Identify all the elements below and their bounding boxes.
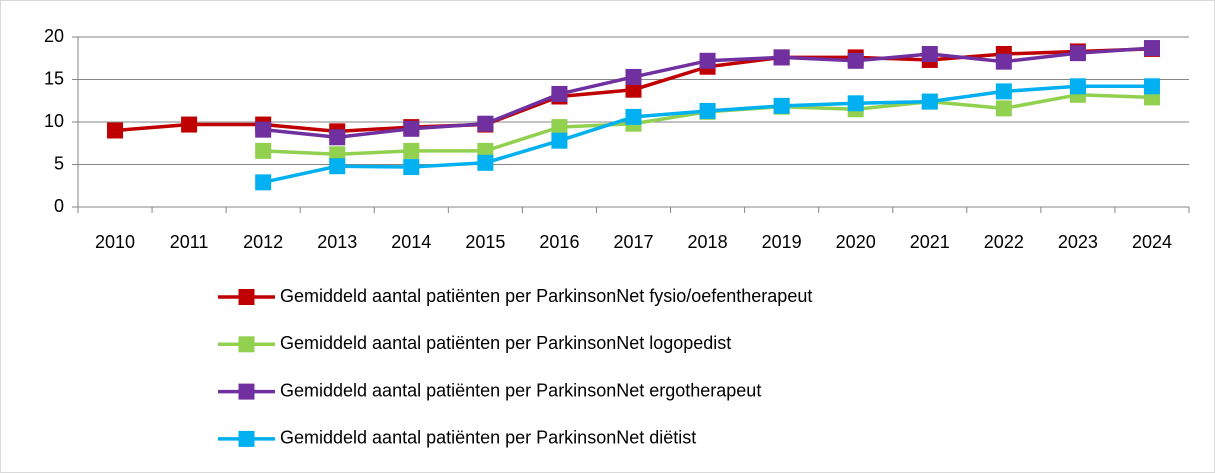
x-tick-label: 2018 xyxy=(688,232,728,252)
data-point xyxy=(403,142,420,159)
x-tick-label: 2023 xyxy=(1058,232,1098,252)
data-point xyxy=(995,100,1012,117)
x-tick-label: 2024 xyxy=(1132,232,1172,252)
data-point xyxy=(625,81,642,98)
legend-marker xyxy=(238,336,255,353)
data-point xyxy=(329,129,346,146)
data-point xyxy=(847,95,864,112)
data-point xyxy=(847,52,864,69)
y-tick-label: 15 xyxy=(44,68,64,88)
x-tick-label: 2019 xyxy=(762,232,802,252)
data-point xyxy=(255,142,272,159)
data-point xyxy=(477,115,494,132)
y-tick-label: 10 xyxy=(44,111,64,131)
legend-marker xyxy=(238,430,255,447)
data-point xyxy=(625,68,642,85)
x-tick-label: 2011 xyxy=(170,232,209,252)
data-point xyxy=(107,122,124,139)
data-point xyxy=(329,158,346,175)
legend-label: Gemiddeld aantal patiënten per Parkinson… xyxy=(280,428,696,448)
x-tick-label: 2013 xyxy=(317,232,357,252)
data-point xyxy=(1069,45,1086,62)
data-point xyxy=(551,119,568,136)
data-point xyxy=(403,120,420,137)
data-point xyxy=(995,83,1012,100)
data-point xyxy=(255,174,272,191)
data-point xyxy=(1143,40,1160,57)
data-point xyxy=(477,154,494,171)
data-point xyxy=(551,85,568,102)
data-point xyxy=(699,52,716,69)
x-tick-label: 2014 xyxy=(391,232,431,252)
data-point xyxy=(403,159,420,176)
x-tick-label: 2016 xyxy=(539,232,579,252)
data-point xyxy=(625,108,642,125)
x-tick-label: 2015 xyxy=(465,232,505,252)
x-tick-label: 2012 xyxy=(243,232,283,252)
data-point xyxy=(773,97,790,114)
y-tick-label: 0 xyxy=(54,196,64,216)
data-point xyxy=(699,102,716,119)
y-tick-label: 5 xyxy=(54,153,64,173)
data-point xyxy=(1069,78,1086,95)
data-point xyxy=(255,121,272,138)
legend-marker xyxy=(238,383,255,400)
data-point xyxy=(995,53,1012,70)
legend-label: Gemiddeld aantal patiënten per Parkinson… xyxy=(280,380,761,400)
x-tick-label: 2021 xyxy=(910,232,950,252)
legend-label: Gemiddeld aantal patiënten per Parkinson… xyxy=(280,286,812,306)
y-tick-label: 20 xyxy=(44,26,64,46)
data-point xyxy=(551,132,568,149)
data-point xyxy=(773,49,790,66)
x-tick-label: 2022 xyxy=(984,232,1024,252)
data-point xyxy=(921,46,938,62)
legend-marker xyxy=(238,289,255,305)
x-tick-label: 2020 xyxy=(836,232,876,252)
legend-label: Gemiddeld aantal patiënten per Parkinson… xyxy=(280,333,731,353)
data-point xyxy=(181,116,198,133)
x-tick-label: 2017 xyxy=(613,232,653,252)
x-tick-label: 2010 xyxy=(95,232,135,252)
data-point xyxy=(1143,78,1160,95)
data-point xyxy=(921,93,938,110)
